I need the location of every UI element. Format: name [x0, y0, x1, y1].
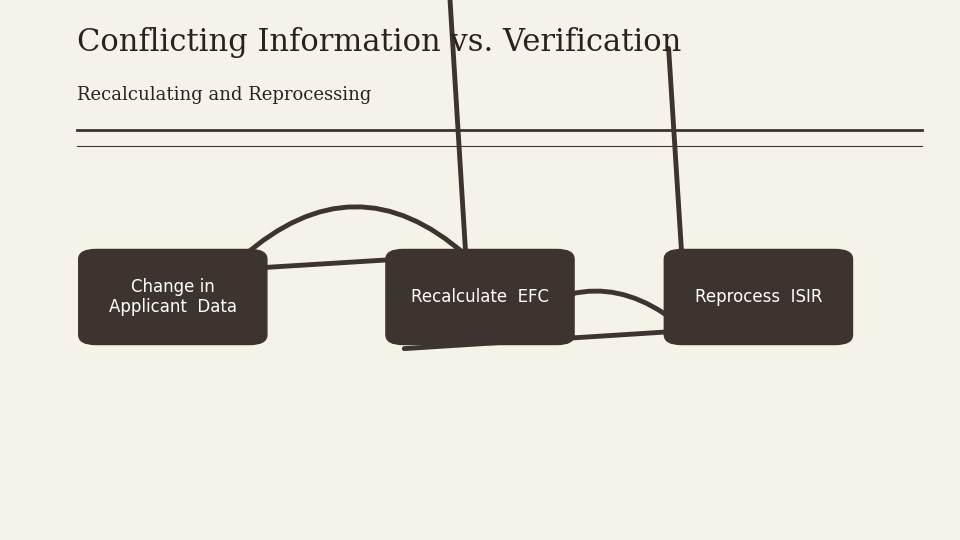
FancyArrowPatch shape [183, 0, 466, 273]
FancyBboxPatch shape [79, 249, 267, 345]
Text: Conflicting Information vs. Verification: Conflicting Information vs. Verification [77, 27, 682, 58]
FancyBboxPatch shape [386, 249, 574, 345]
FancyBboxPatch shape [664, 249, 852, 345]
Text: Reprocess  ISIR: Reprocess ISIR [695, 288, 822, 306]
FancyArrowPatch shape [404, 49, 686, 349]
Text: Change in
Applicant  Data: Change in Applicant Data [108, 278, 237, 316]
Text: Recalculating and Reprocessing: Recalculating and Reprocessing [77, 86, 372, 104]
Text: Recalculate  EFC: Recalculate EFC [411, 288, 549, 306]
